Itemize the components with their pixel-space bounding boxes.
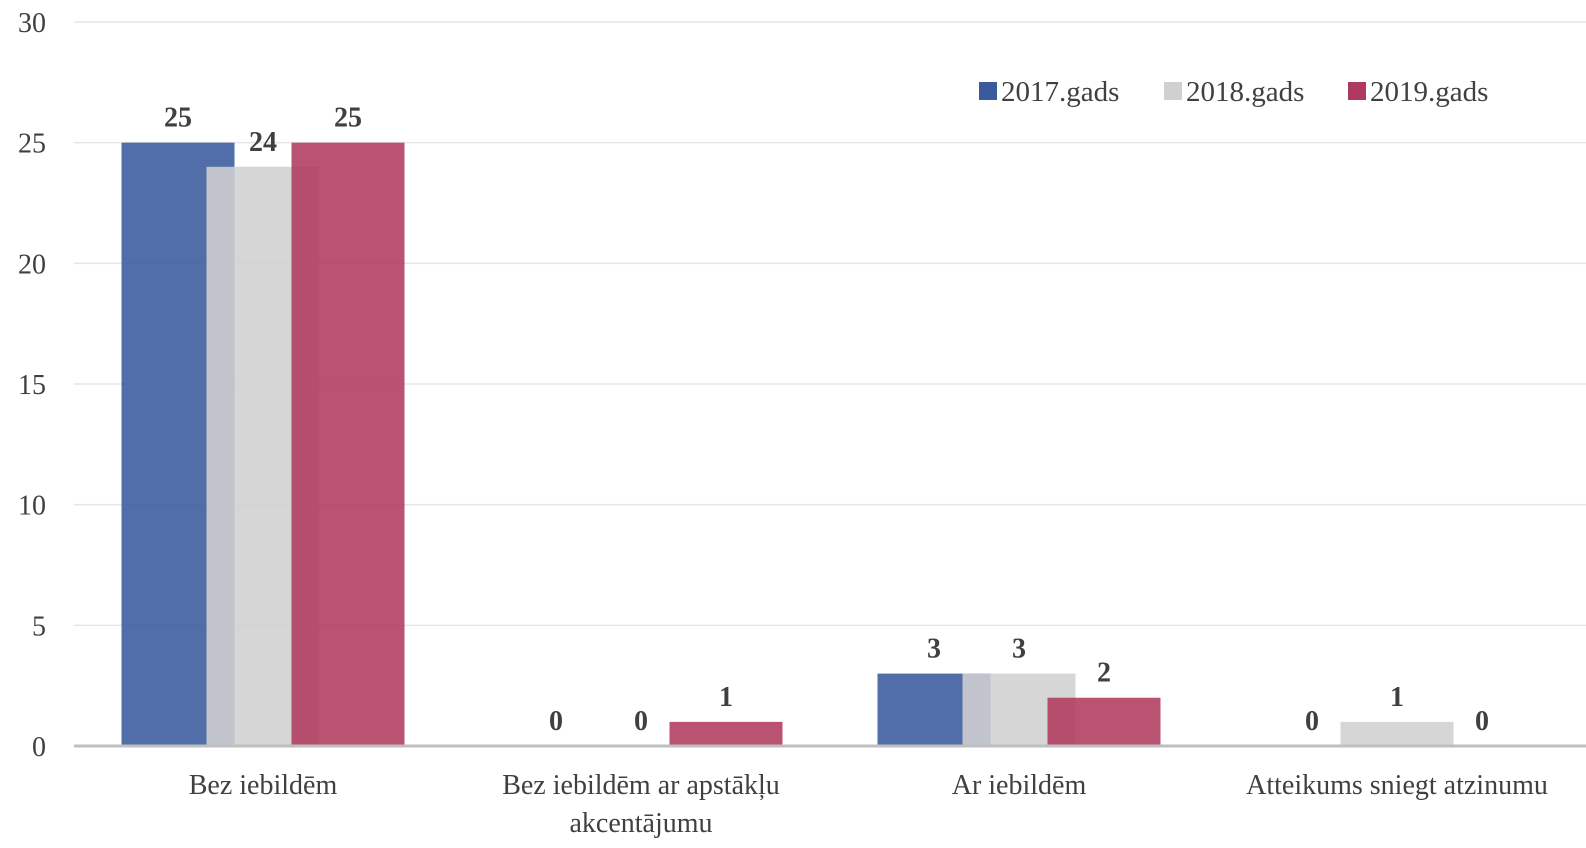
category-label: Bez iebildēm [189,770,338,801]
data-label: 24 [249,127,277,158]
legend-label: 2019.gads [1370,76,1488,108]
legend-label: 2017.gads [1001,76,1119,108]
category-label: akcentājumu [569,808,712,839]
legend: 2017.gads 2018.gads 2019.gads [979,76,1488,108]
data-label: 0 [634,706,648,737]
data-label: 1 [719,682,733,713]
y-axis-ticks: 0 5 10 15 20 25 30 [18,8,46,763]
legend-label: 2018.gads [1186,76,1304,108]
bar [1047,697,1161,746]
category-label: Bez iebildēm ar apstākļu [502,770,780,801]
legend-swatch [1164,82,1182,100]
category-labels: Bez iebildēm Bez iebildēm ar apstākļu akce… [189,770,1548,839]
y-tick-label: 15 [18,370,46,401]
data-label: 0 [1475,706,1489,737]
data-label: 1 [1390,682,1404,713]
data-label: 25 [164,103,192,134]
legend-swatch [979,82,997,100]
data-label: 0 [549,706,563,737]
y-tick-label: 30 [18,8,46,39]
bar [291,142,405,746]
data-label: 2 [1097,658,1111,689]
bar [1340,721,1454,746]
category-label: Atteikums sniegt atzinumu [1246,770,1548,801]
y-tick-label: 0 [32,732,46,763]
data-label: 3 [1012,634,1026,665]
category-label: Ar iebildēm [952,770,1087,801]
y-tick-label: 25 [18,129,46,160]
data-label: 0 [1305,706,1319,737]
y-tick-label: 20 [18,249,46,280]
y-tick-label: 5 [32,611,46,642]
data-labels: 25 24 25 0 0 1 3 3 2 0 1 0 [164,103,1489,737]
bar [669,721,783,746]
data-label: 3 [927,634,941,665]
legend-swatch [1348,82,1366,100]
data-label: 25 [334,103,362,134]
bars [121,142,1454,747]
y-tick-label: 10 [18,491,46,522]
